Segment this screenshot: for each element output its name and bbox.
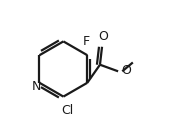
- Text: O: O: [98, 30, 108, 43]
- Text: O: O: [122, 64, 131, 77]
- Text: F: F: [82, 35, 90, 48]
- Text: Cl: Cl: [61, 104, 74, 117]
- Text: N: N: [31, 80, 41, 93]
